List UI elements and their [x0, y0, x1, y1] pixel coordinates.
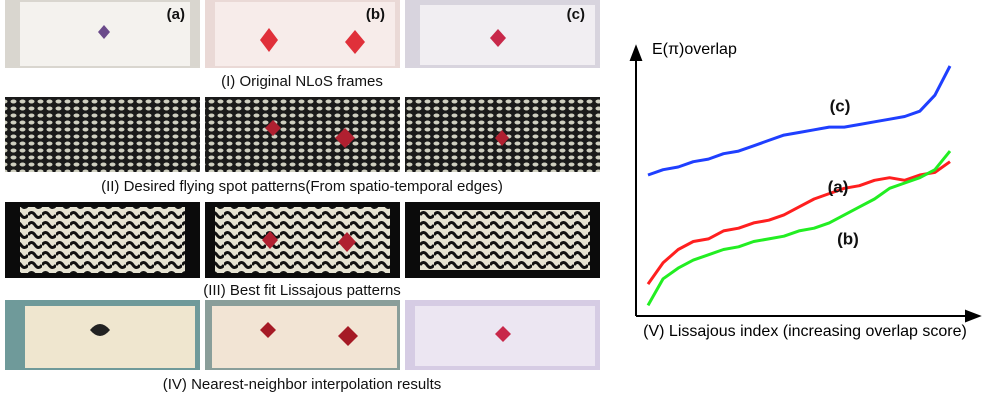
figure-canvas: E(π)overlap (V) Lissajous index (increas…: [0, 0, 989, 406]
axes: [631, 47, 979, 321]
data-line: [648, 151, 950, 305]
data-line: [648, 162, 950, 284]
panel-label: (a): [167, 6, 185, 23]
row-caption: (III) Best fit Lissajous patterns: [203, 282, 401, 299]
row-caption: (II) Desired flying spot patterns(From s…: [101, 178, 503, 195]
row-caption: (IV) Nearest-neighbor interpolation resu…: [163, 376, 441, 393]
series-label: (a): [828, 177, 849, 196]
panel-label: (c): [567, 6, 585, 23]
panel-label: (b): [366, 6, 385, 23]
chart-title: E(π)overlap: [652, 41, 737, 58]
figure: E(π)overlap (V) Lissajous index (increas…: [0, 0, 989, 406]
row-caption: (I) Original NLoS frames: [221, 73, 383, 90]
data-line: [648, 66, 950, 175]
series-label: (c): [830, 96, 851, 115]
series-label: (b): [837, 229, 859, 248]
x-axis-label: (V) Lissajous index (increasing overlap …: [643, 323, 967, 340]
